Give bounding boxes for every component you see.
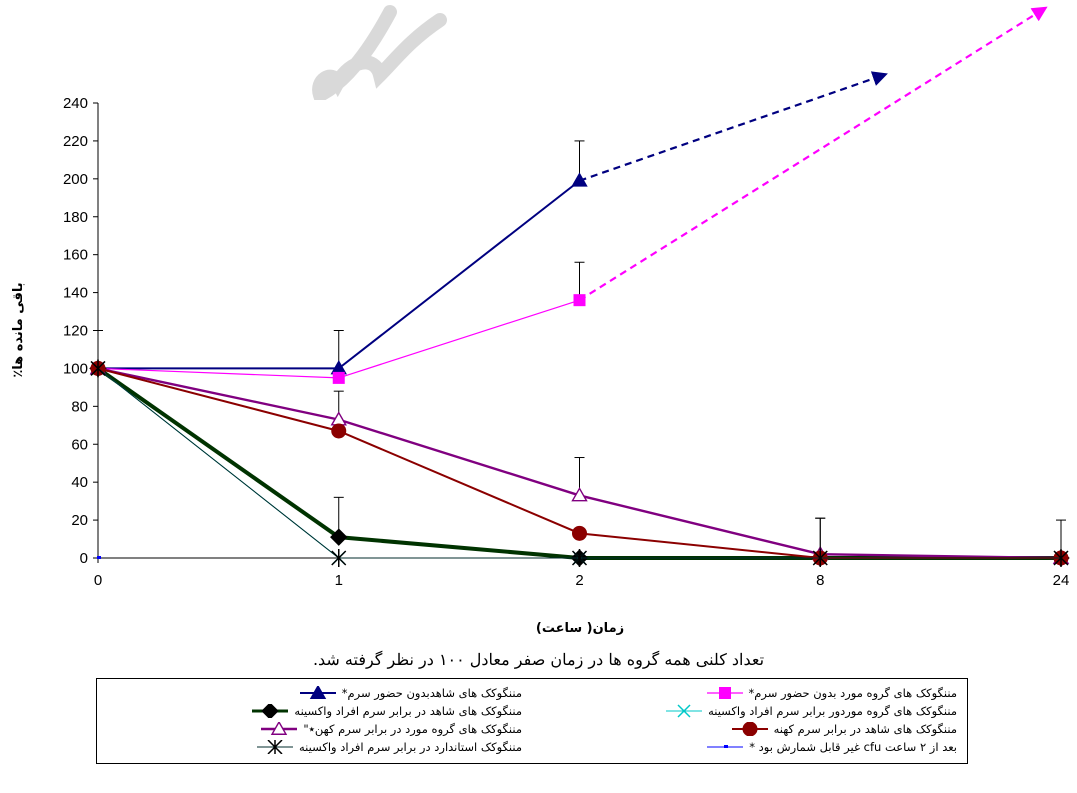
series-1 xyxy=(89,71,888,375)
legend-item: بعد از ۲ ساعت cfu غیر قابل شمارش بود * xyxy=(537,739,957,755)
legend-item: مننگوکک های شاهد در برابر سرم کهنه xyxy=(537,721,957,737)
legend-label: مننگوکک استاندارد در برابر سرم افراد واک… xyxy=(298,740,522,754)
legend-item: مننگوکک های شاهد در برابر سرم افراد واکس… xyxy=(102,703,522,719)
legend-label: مننگوکک های شاهد در برابر سرم افراد واکس… xyxy=(294,704,522,718)
legend-swatch xyxy=(299,686,336,699)
watermark-logo xyxy=(312,5,447,100)
legend-marker xyxy=(718,687,731,699)
legend-item: مننگوکک های شاهدبدون حضور سرم* xyxy=(102,685,522,701)
data-point xyxy=(90,359,106,378)
series-8 xyxy=(97,556,101,559)
data-point xyxy=(1053,549,1069,567)
trend-arrow xyxy=(579,71,888,182)
y-tick-label: 140 xyxy=(63,285,88,302)
legend-label: مننگوکک های شاهد در برابر سرم کهنه xyxy=(773,722,957,736)
x-tick-label: 2 xyxy=(575,572,583,589)
y-axis-title: باقی مانده ها٪ xyxy=(11,282,26,377)
legend: مننگوکک های گروه مورد بدون حضور سرم* مننگ… xyxy=(96,678,968,764)
legend-swatch xyxy=(707,745,744,748)
data-point xyxy=(331,549,347,567)
x-tick-label: 1 xyxy=(335,572,343,589)
x-tick-label: 0 xyxy=(94,572,102,589)
legend-marker xyxy=(742,722,758,736)
y-tick-label: 0 xyxy=(80,550,88,567)
x-tick-label: 24 xyxy=(1053,572,1070,589)
legend-swatch xyxy=(256,740,293,754)
y-tick-label: 120 xyxy=(63,323,88,340)
data-point xyxy=(330,528,348,546)
legend-marker xyxy=(267,740,283,754)
legend-marker xyxy=(271,722,288,735)
legend-item: مننگوکک استاندارد در برابر سرم افراد واک… xyxy=(102,739,522,755)
legend-swatch xyxy=(731,722,768,736)
legend-swatch xyxy=(261,722,298,735)
data-point xyxy=(812,549,828,567)
data-point xyxy=(571,549,588,567)
legend-label: مننگوکک های گروه موردور برابر سرم افراد … xyxy=(708,704,957,718)
series-7 xyxy=(90,359,1069,567)
legend-label: بعد از ۲ ساعت cfu غیر قابل شمارش بود * xyxy=(749,740,957,754)
data-point xyxy=(572,525,587,541)
y-tick-label: 60 xyxy=(71,436,88,453)
legend-item: مننگوکک های گروه مورد بدون حضور سرم* xyxy=(537,685,957,701)
legend-swatch xyxy=(666,704,703,718)
data-point xyxy=(571,172,588,187)
y-tick-label: 160 xyxy=(63,247,88,264)
data-point xyxy=(573,294,586,307)
x-axis-title: زمان( ساعت) xyxy=(536,621,624,636)
legend-marker xyxy=(677,704,691,718)
legend-swatch xyxy=(706,687,743,699)
legend-label: مننگوکک های گروه مورد بدون حضور سرم* xyxy=(748,686,958,700)
y-tick-label: 80 xyxy=(71,398,88,415)
legend-label: مننگوکک های گروه مورد در برابر سرم کهن٭" xyxy=(303,722,522,736)
chart-note: تعداد کلنی همه گروه ها در زمان صفر معادل… xyxy=(312,650,765,669)
legend-marker xyxy=(261,704,280,718)
legend-swatch xyxy=(252,704,289,718)
y-tick-label: 100 xyxy=(63,360,88,377)
legend-item: مننگوکک های گروه موردور برابر سرم افراد … xyxy=(537,703,957,719)
y-tick-label: 240 xyxy=(63,95,88,112)
data-point xyxy=(97,556,101,559)
series-2 xyxy=(92,6,1048,384)
legend-item: مننگوکک های گروه مورد در برابر سرم کهن٭" xyxy=(102,721,522,737)
data-point xyxy=(331,423,347,439)
x-tick-label: 8 xyxy=(816,572,824,589)
trend-arrow xyxy=(578,6,1048,302)
y-tick-label: 180 xyxy=(63,209,88,226)
y-tick-label: 200 xyxy=(63,171,88,188)
y-tick-label: 40 xyxy=(71,474,88,491)
y-tick-label: 20 xyxy=(71,512,88,529)
legend-marker xyxy=(724,745,729,748)
legend-marker xyxy=(309,686,326,699)
data-point xyxy=(571,487,588,502)
legend-label: مننگوکک های شاهدبدون حضور سرم* xyxy=(341,686,522,700)
y-tick-label: 220 xyxy=(63,133,88,150)
data-point xyxy=(332,371,345,384)
